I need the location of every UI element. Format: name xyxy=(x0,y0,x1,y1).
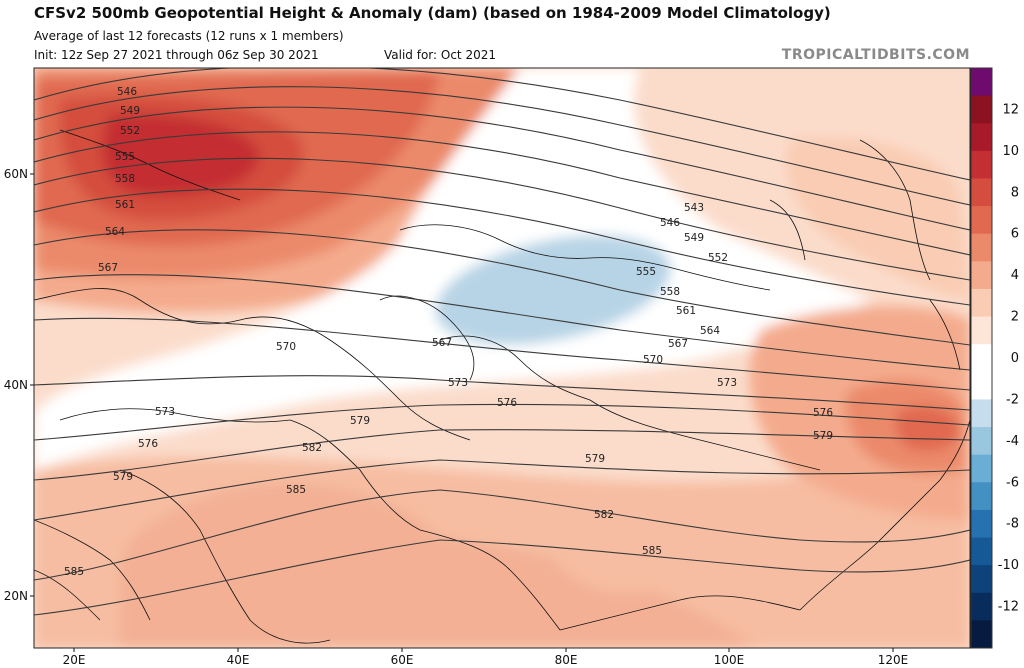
contour-label-579-south: 579 xyxy=(585,453,605,465)
contour-label-564-east: 564 xyxy=(700,325,720,337)
lon-tick-60e: 60E xyxy=(391,653,414,667)
contour-label-585-center: 585 xyxy=(286,484,306,496)
colorbar-swatch xyxy=(971,95,992,124)
lon-tick-20e: 20E xyxy=(63,653,86,667)
contour-label-570-west: 570 xyxy=(276,341,296,353)
contour-label-582-south: 582 xyxy=(594,509,614,521)
colorbar-swatch xyxy=(971,620,992,649)
height-contours xyxy=(34,68,970,616)
colorbar-label: 2 xyxy=(1011,310,1019,325)
colorbar-swatch xyxy=(971,288,992,318)
contour-label-552: 552 xyxy=(120,125,140,137)
lon-tick-80e: 80E xyxy=(555,653,578,667)
valid-time: Valid for: Oct 2021 xyxy=(384,48,496,62)
contour-labels: 546 549 552 555 558 561 564 567 543 546 … xyxy=(64,86,833,578)
contour-label-573-center: 573 xyxy=(448,377,468,389)
contour-label-585-south: 585 xyxy=(642,545,662,557)
contour-label-546: 546 xyxy=(117,86,137,98)
colorbar-label: -12 xyxy=(998,600,1019,615)
colorbar-label: -10 xyxy=(998,558,1019,573)
coastlines xyxy=(34,129,970,644)
colorbar-label: 6 xyxy=(1011,227,1019,242)
contour-label-579-west: 579 xyxy=(113,471,133,483)
lon-tick-100e: 100E xyxy=(714,653,745,667)
contour-label-558-east: 558 xyxy=(660,286,680,298)
contour-label-567-east: 567 xyxy=(668,338,688,350)
contour-label-579-center: 579 xyxy=(350,415,370,427)
contour-label-576-west: 576 xyxy=(138,438,158,450)
latitude-axis: 60N 40N 20N xyxy=(4,167,34,603)
colorbar-swatch xyxy=(971,150,992,179)
contour-label-579-east: 579 xyxy=(813,430,833,442)
contour-label-576-center: 576 xyxy=(497,397,517,409)
colorbar-swatch xyxy=(971,427,992,456)
contour-label-582-west: 582 xyxy=(302,442,322,454)
contour-label-567: 567 xyxy=(98,262,118,274)
colorbar-label: -8 xyxy=(1006,517,1019,532)
lon-tick-120e: 120E xyxy=(878,653,909,667)
colorbar-swatch xyxy=(971,344,992,373)
colorbar-swatch xyxy=(971,592,992,621)
colorbar-label: 12 xyxy=(1002,102,1019,117)
contour-label-573-east: 573 xyxy=(717,377,737,389)
colorbar-label: 0 xyxy=(1011,351,1019,366)
contour-label-546-east: 546 xyxy=(660,217,680,229)
contour-label-555: 555 xyxy=(115,151,135,163)
contour-label-558: 558 xyxy=(115,173,135,185)
brand-watermark: TROPICALTIDBITS.COM xyxy=(781,47,970,63)
colorbar-swatch xyxy=(971,206,992,235)
map-area: 546 549 552 555 558 561 564 567 543 546 … xyxy=(34,68,970,648)
contour-label-585-west: 585 xyxy=(64,566,84,578)
contour-label-561-east: 561 xyxy=(676,305,696,317)
contour-label-549: 549 xyxy=(120,105,140,117)
colorbar-swatch xyxy=(971,371,992,400)
contour-label-549-east: 549 xyxy=(684,232,704,244)
lon-tick-40e: 40E xyxy=(227,653,250,667)
colorbar-label: 10 xyxy=(1002,144,1019,159)
colorbar-swatch xyxy=(971,454,992,483)
chart-title: CFSv2 500mb Geopotential Height & Anomal… xyxy=(34,4,831,22)
longitude-axis: 20E 40E 60E 80E 100E 120E xyxy=(63,648,909,667)
contour-label-555-east: 555 xyxy=(636,266,656,278)
colorbar-label: 8 xyxy=(1011,185,1019,200)
contour-label-573-west: 573 xyxy=(155,406,175,418)
colorbar-swatch xyxy=(971,233,992,262)
colorbar-swatch xyxy=(971,482,992,511)
colorbar-swatch xyxy=(971,399,992,428)
colorbar-swatch xyxy=(971,178,992,207)
contour-label-561: 561 xyxy=(115,199,135,211)
contour-label-570-east: 570 xyxy=(643,354,663,366)
map-frame xyxy=(33,67,971,649)
colorbar-label: -4 xyxy=(1006,434,1019,449)
contour-label-552-east: 552 xyxy=(708,252,728,264)
colorbar-swatch xyxy=(971,68,992,97)
colorbar-swatch xyxy=(971,509,992,539)
colorbar-frame xyxy=(970,67,993,649)
colorbar-swatch xyxy=(971,316,992,345)
colorbar xyxy=(970,67,993,649)
colorbar-label: 4 xyxy=(1011,268,1019,283)
colorbar-labels: 12 10 8 6 4 2 0 -2 -4 -6 -8 -10 -12 xyxy=(998,102,1019,614)
contour-label-567-center: 567 xyxy=(432,337,452,349)
colorbar-label: -2 xyxy=(1006,392,1019,407)
lat-tick-20n: 20N xyxy=(4,589,28,603)
lat-tick-60n: 60N xyxy=(4,167,28,181)
colorbar-swatch xyxy=(971,565,992,594)
contour-label-543: 543 xyxy=(684,202,704,214)
colorbar-swatch xyxy=(971,123,992,152)
colorbar-label: -6 xyxy=(1006,475,1019,490)
colorbar-swatch xyxy=(971,537,992,566)
init-time: Init: 12z Sep 27 2021 through 06z Sep 30… xyxy=(34,48,319,62)
contour-label-564: 564 xyxy=(105,226,125,238)
colorbar-swatch xyxy=(971,261,992,290)
chart-subtitle: Average of last 12 forecasts (12 runs x … xyxy=(34,29,344,43)
lat-tick-40n: 40N xyxy=(4,378,28,392)
contour-label-576-east: 576 xyxy=(813,407,833,419)
